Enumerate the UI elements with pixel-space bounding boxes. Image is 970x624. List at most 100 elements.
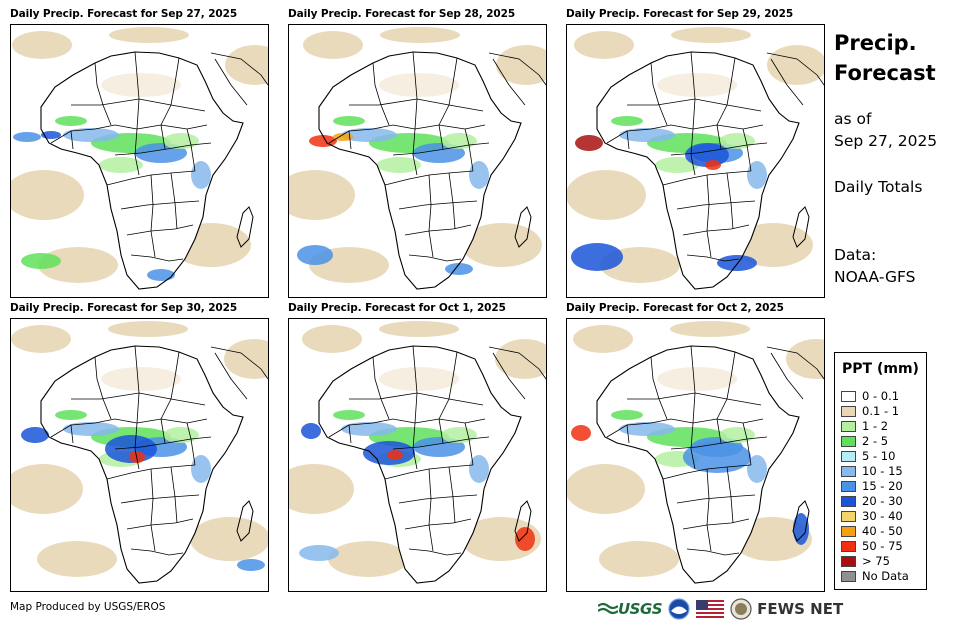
country-border	[670, 436, 768, 450]
country-border	[130, 548, 184, 556]
country-border	[464, 422, 474, 466]
dry-area	[190, 517, 268, 561]
country-border	[94, 356, 112, 420]
country-border	[716, 124, 722, 150]
precip-map[interactable]	[566, 318, 825, 592]
precip-map[interactable]	[10, 318, 269, 592]
precip-map[interactable]	[288, 24, 547, 298]
country-border	[170, 466, 178, 524]
precip-map[interactable]	[10, 24, 269, 298]
africa-landmass	[319, 52, 521, 289]
totals-label: Daily Totals	[834, 178, 923, 196]
precip-area	[619, 422, 675, 436]
legend-swatch	[841, 555, 856, 567]
africa-map-graphic	[567, 27, 824, 290]
arabia-outline	[210, 52, 268, 106]
country-border	[392, 142, 490, 156]
legend-title: PPT (mm)	[842, 361, 919, 377]
country-border	[404, 224, 472, 236]
precip-area	[299, 545, 339, 561]
coastline	[40, 51, 244, 290]
country-border	[50, 418, 208, 438]
panel-title: Daily Precip. Forecast for Sep 28, 2025	[288, 8, 516, 20]
country-border	[348, 424, 352, 444]
precip-area	[333, 410, 365, 420]
legend-label: 2 - 5	[862, 434, 889, 448]
country-border	[627, 98, 762, 112]
precip-area	[63, 128, 119, 142]
precip-area	[237, 559, 265, 571]
country-border	[160, 124, 166, 150]
country-border	[676, 494, 756, 504]
country-border	[716, 418, 722, 444]
country-border	[438, 418, 444, 444]
legend-label: 20 - 30	[862, 494, 903, 508]
africa-map-graphic	[11, 27, 268, 290]
legend-item: 30 - 40	[841, 509, 903, 523]
legend-label: 0 - 0.1	[862, 389, 900, 403]
country-border	[412, 51, 418, 130]
madagascar-outline	[514, 500, 532, 542]
dry-area	[38, 247, 118, 283]
country-border	[412, 345, 418, 424]
africa-map-graphic	[11, 321, 268, 584]
precip-area	[333, 133, 353, 141]
dry-area	[599, 541, 679, 577]
precip-area	[377, 157, 421, 173]
dry-area	[379, 321, 459, 337]
dry-area	[109, 27, 189, 43]
country-border	[408, 254, 462, 262]
legend-item: 10 - 15	[841, 464, 903, 478]
country-border	[160, 418, 166, 444]
dry-area	[574, 31, 634, 59]
country-border	[349, 392, 484, 406]
legend-label: 10 - 15	[862, 464, 903, 478]
panel-title: Daily Precip. Forecast for Sep 27, 2025	[10, 8, 238, 20]
madagascar-outline	[236, 206, 254, 248]
country-border	[392, 436, 490, 450]
country-border	[404, 518, 472, 530]
africa-map-graphic	[289, 27, 546, 290]
dry-area	[303, 31, 363, 59]
dry-area	[302, 325, 362, 353]
precip-area	[147, 269, 175, 281]
country-border	[114, 142, 212, 156]
coastline	[596, 51, 800, 290]
precip-map[interactable]	[288, 318, 547, 592]
dry-area	[11, 464, 83, 514]
country-border	[726, 466, 734, 524]
precip-area	[575, 135, 603, 151]
panel-title: Daily Precip. Forecast for Oct 2, 2025	[566, 302, 784, 314]
country-border	[114, 436, 212, 450]
madagascar-outline	[236, 500, 254, 542]
state-dept-seal-icon	[730, 598, 752, 620]
legend-item: 20 - 30	[841, 494, 903, 508]
country-border	[650, 356, 668, 420]
precip-area	[685, 143, 729, 167]
dry-area	[567, 464, 645, 514]
country-border	[328, 124, 486, 144]
coastline	[318, 51, 522, 290]
panel-title: Daily Precip. Forecast for Sep 30, 2025	[10, 302, 238, 314]
country-border	[150, 468, 156, 552]
coastline	[40, 345, 244, 584]
legend-label: 15 - 20	[862, 479, 903, 493]
legend-item: 2 - 5	[841, 434, 888, 448]
legend-swatch	[841, 465, 856, 477]
precip-area	[21, 427, 49, 443]
legend-item: 40 - 50	[841, 524, 903, 538]
precip-area	[99, 157, 143, 173]
legend-swatch	[841, 405, 856, 417]
precip-area	[611, 410, 643, 420]
legend-item: 5 - 10	[841, 449, 895, 463]
country-border	[412, 422, 418, 470]
precip-area	[571, 425, 591, 441]
precip-map[interactable]	[566, 24, 825, 298]
arabia-outline	[488, 346, 546, 400]
country-border	[686, 548, 740, 556]
country-border	[134, 422, 140, 470]
country-border	[438, 351, 458, 420]
country-border	[186, 128, 196, 172]
country-border	[398, 200, 478, 210]
country-border	[372, 62, 390, 126]
